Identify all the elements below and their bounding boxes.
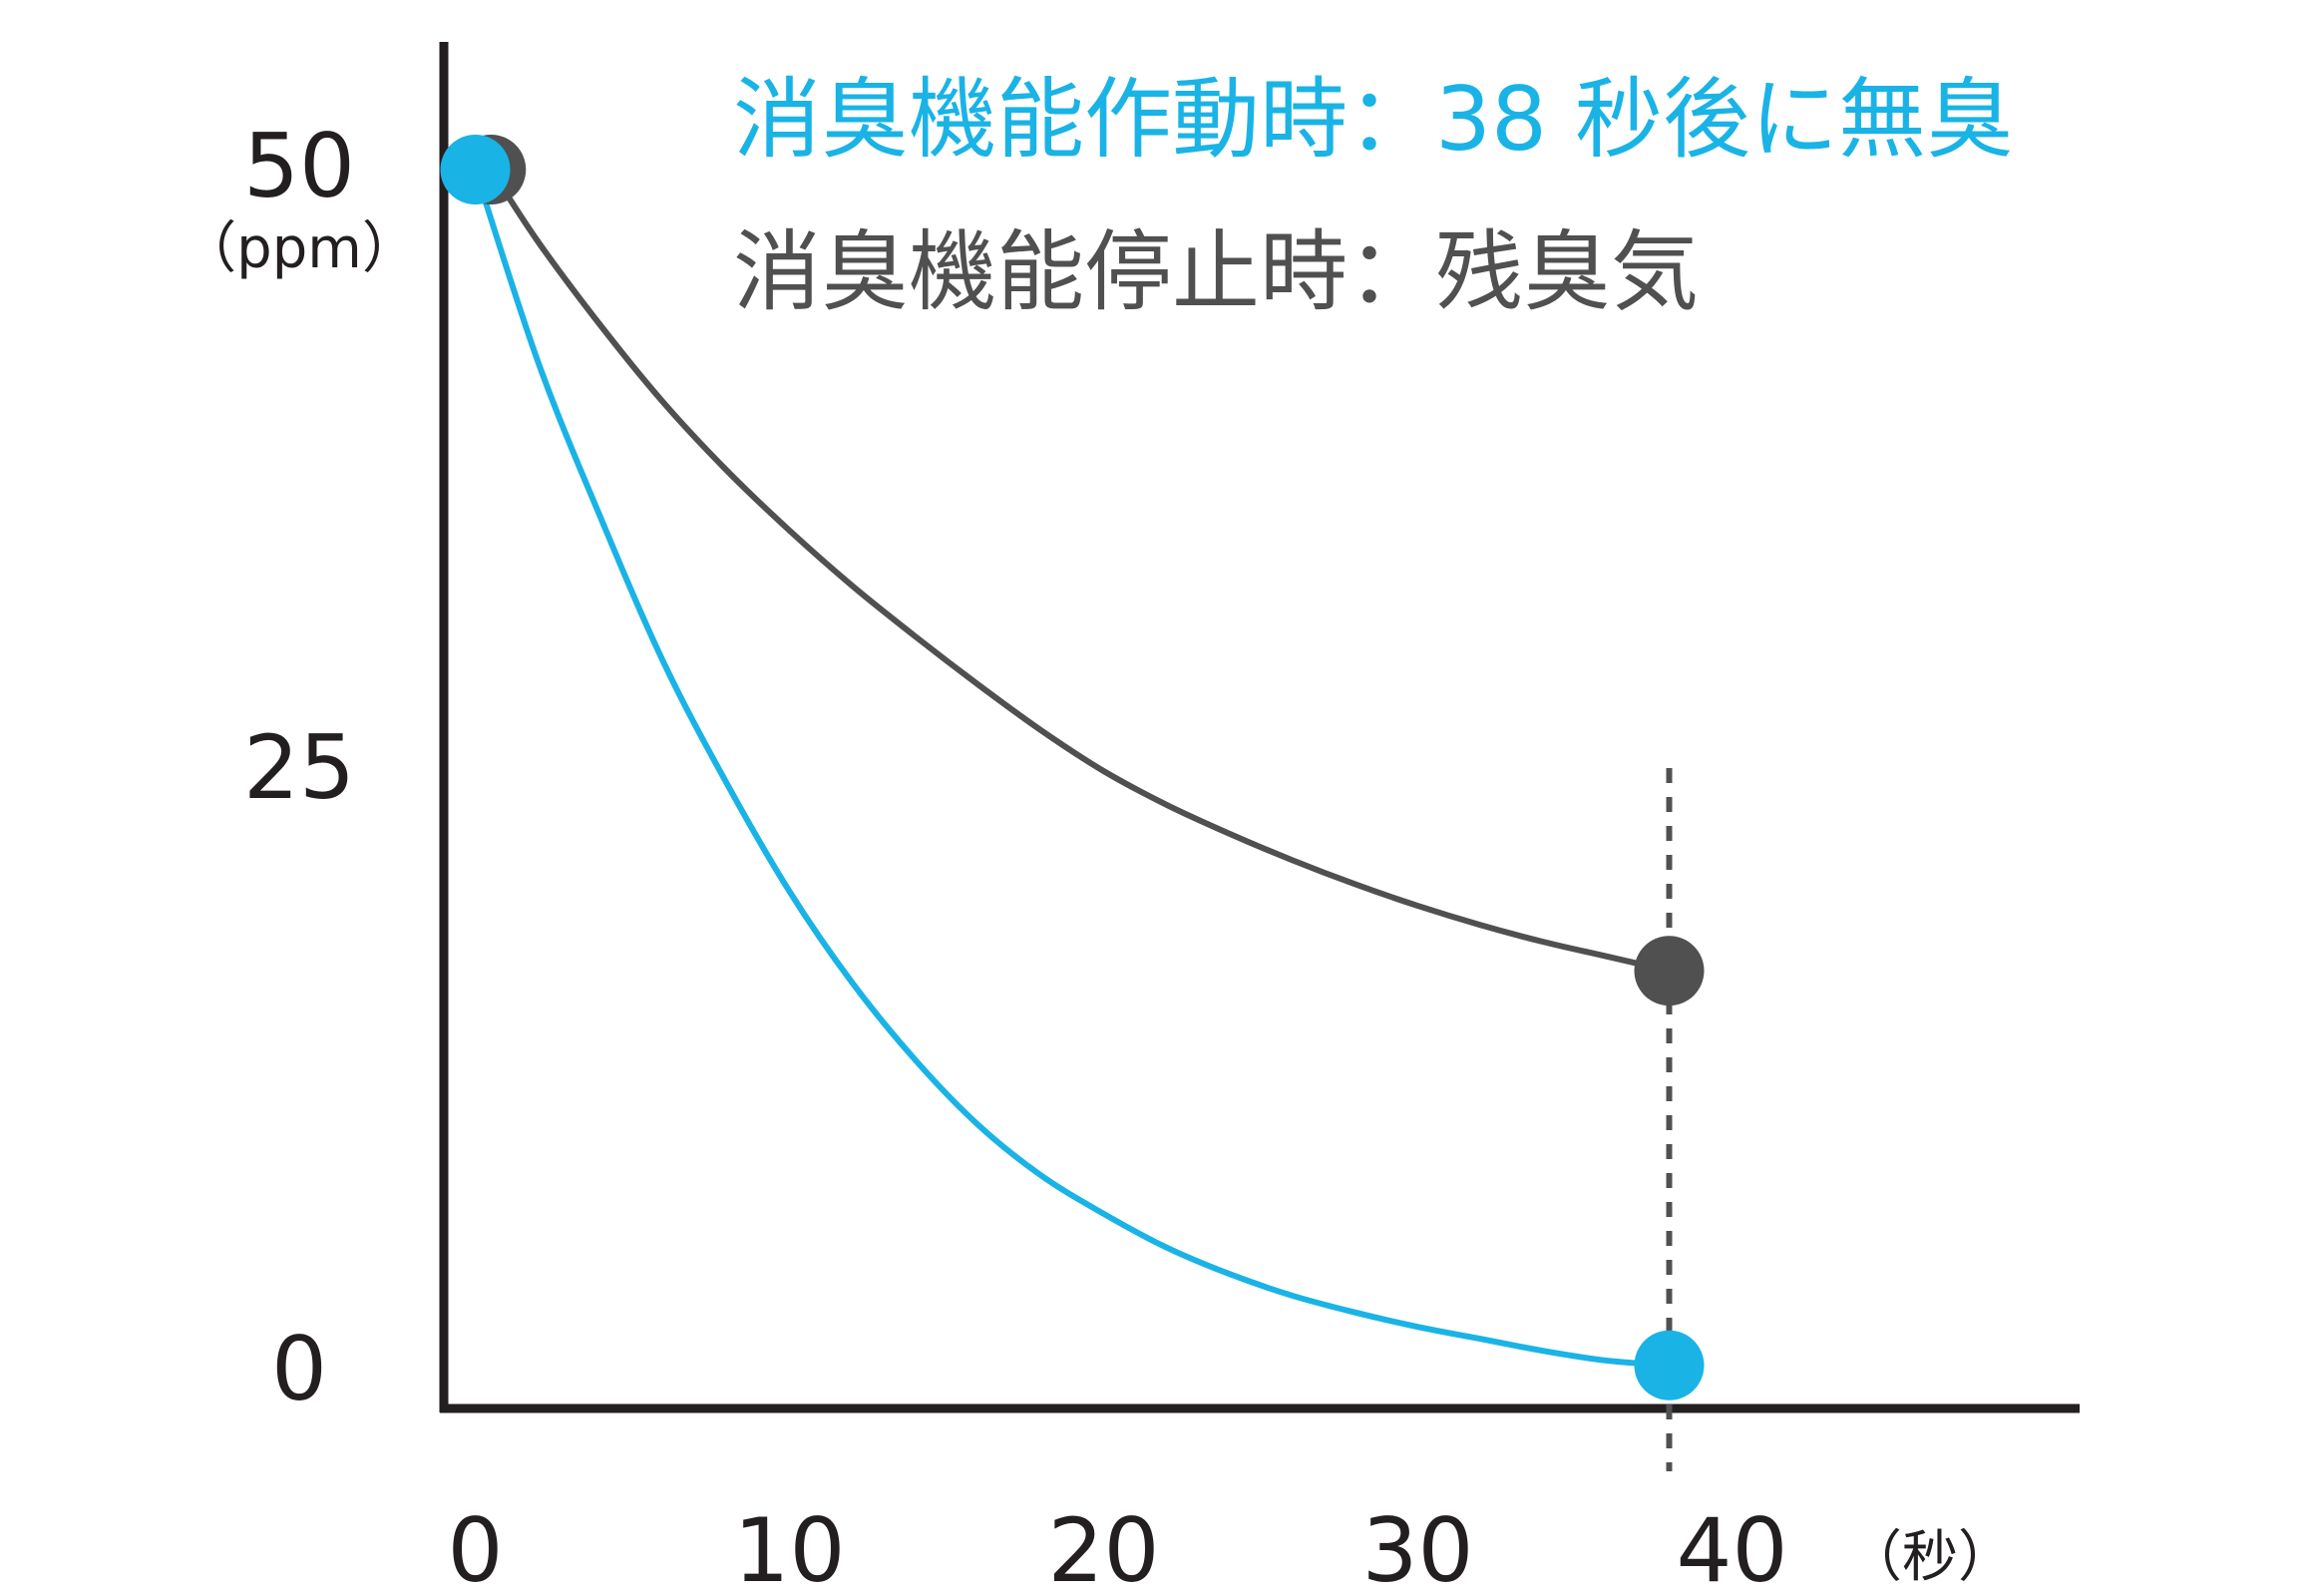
x-tick-label: 10 xyxy=(734,1499,846,1596)
series-0-marker-1 xyxy=(1635,1331,1705,1400)
series-layer xyxy=(441,135,1705,1471)
x-tick-label: 40 xyxy=(1677,1499,1788,1596)
series-0-marker-0 xyxy=(441,135,511,204)
series-line-0 xyxy=(476,170,1670,1366)
x-tick-label: 30 xyxy=(1362,1499,1474,1596)
y-tick-label: 0 xyxy=(271,1318,327,1420)
x-unit-label: （秒） xyxy=(1846,1525,2014,1590)
series-1-marker-1 xyxy=(1635,936,1705,1005)
x-tick-label: 0 xyxy=(448,1499,504,1596)
legend-stopped: 消臭機能停止時：残臭気 xyxy=(733,220,1699,323)
y-tick-label: 25 xyxy=(243,716,355,819)
chart-labels: 0 25 50（ppm） 0 10 20 30 40 （秒） 消臭機能作動時：38 秒後に無臭消臭… xyxy=(181,68,2014,1596)
y-tick-label: 50 xyxy=(243,115,355,217)
x-tick-label: 20 xyxy=(1048,1499,1160,1596)
y-unit-label: （ppm） xyxy=(181,216,418,281)
legend-active: 消臭機能作動時：38 秒後に無臭 xyxy=(733,68,2014,171)
